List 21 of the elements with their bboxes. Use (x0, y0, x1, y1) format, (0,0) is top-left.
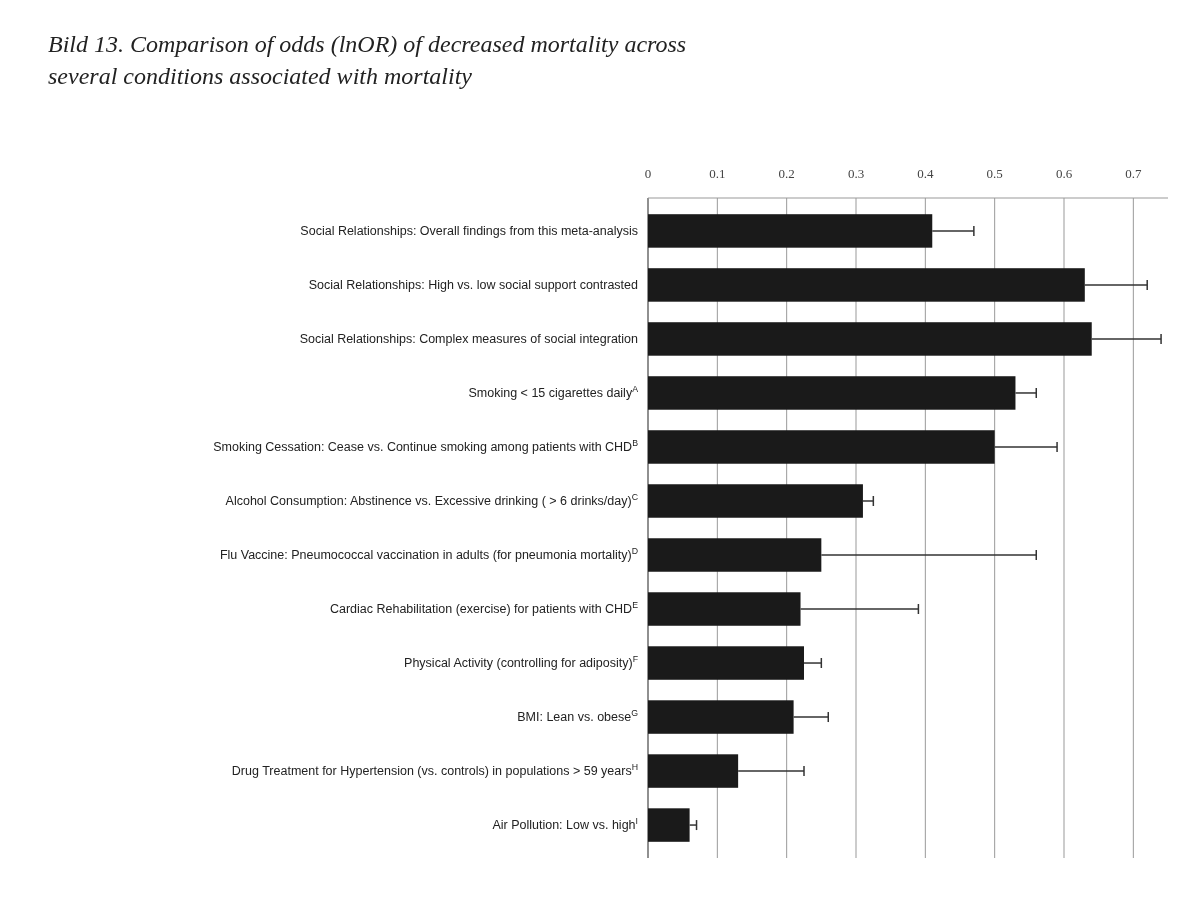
y-tick-label: Social Relationships: Complex measures of social integration (299, 331, 639, 346)
x-tick-label: 0.4 (917, 166, 934, 181)
x-tick-label: 0.1 (709, 166, 726, 181)
y-tick-label: BMI: Lean vs. obese$^{G}$ (517, 708, 639, 725)
y-tick-label: Flu Vaccine: Pneumococcal vaccination in adults (for pneumonia mortality)$^{D}$ (219, 546, 638, 562)
y-tick-label: Alcohol Consumption: Abstinence vs. Excessive drinking ( > 6 drinks/day)$^{C}$ (225, 492, 638, 508)
y-tick-label: Smoking < 15 cigarettes daily$^{A}$ (468, 383, 639, 400)
y-tick-label: Air Pollution: Low vs. high$^{I}$ (492, 816, 638, 833)
y-tick-label: Smoking Cessation: Cease vs. Continue smoking among patients with CHD$^{B}$ (213, 437, 639, 454)
x-tick-label: 0.2 (778, 166, 795, 181)
text: Bild 13. Comparison of odds (lnOR) of decreased mortality across several conditions associated with mortality (48, 31, 687, 89)
y-tick-label: Social Relationships: High vs. low social support contrasted (308, 277, 639, 292)
y-tick-label: Physical Activity (controlling for adiposity)$^{F}$ (404, 654, 638, 671)
x-tick-label: 0 (644, 166, 652, 181)
x-tick-label: 0.7 (1125, 166, 1142, 181)
y-tick-label: Social Relationships: Overall findings from this meta-analysis (300, 223, 638, 238)
x-tick-label: 0.3 (847, 166, 865, 181)
x-tick-label: 0.5 (986, 166, 1003, 181)
y-tick-label: Drug Treatment for Hypertension (vs. controls) in populations > 59 years$^{H}$ (231, 762, 638, 779)
x-tick-label: 0.6 (1055, 166, 1073, 181)
y-tick-label: Cardiac Rehabilitation (exercise) for patients with CHD$^{E}$ (329, 600, 639, 617)
